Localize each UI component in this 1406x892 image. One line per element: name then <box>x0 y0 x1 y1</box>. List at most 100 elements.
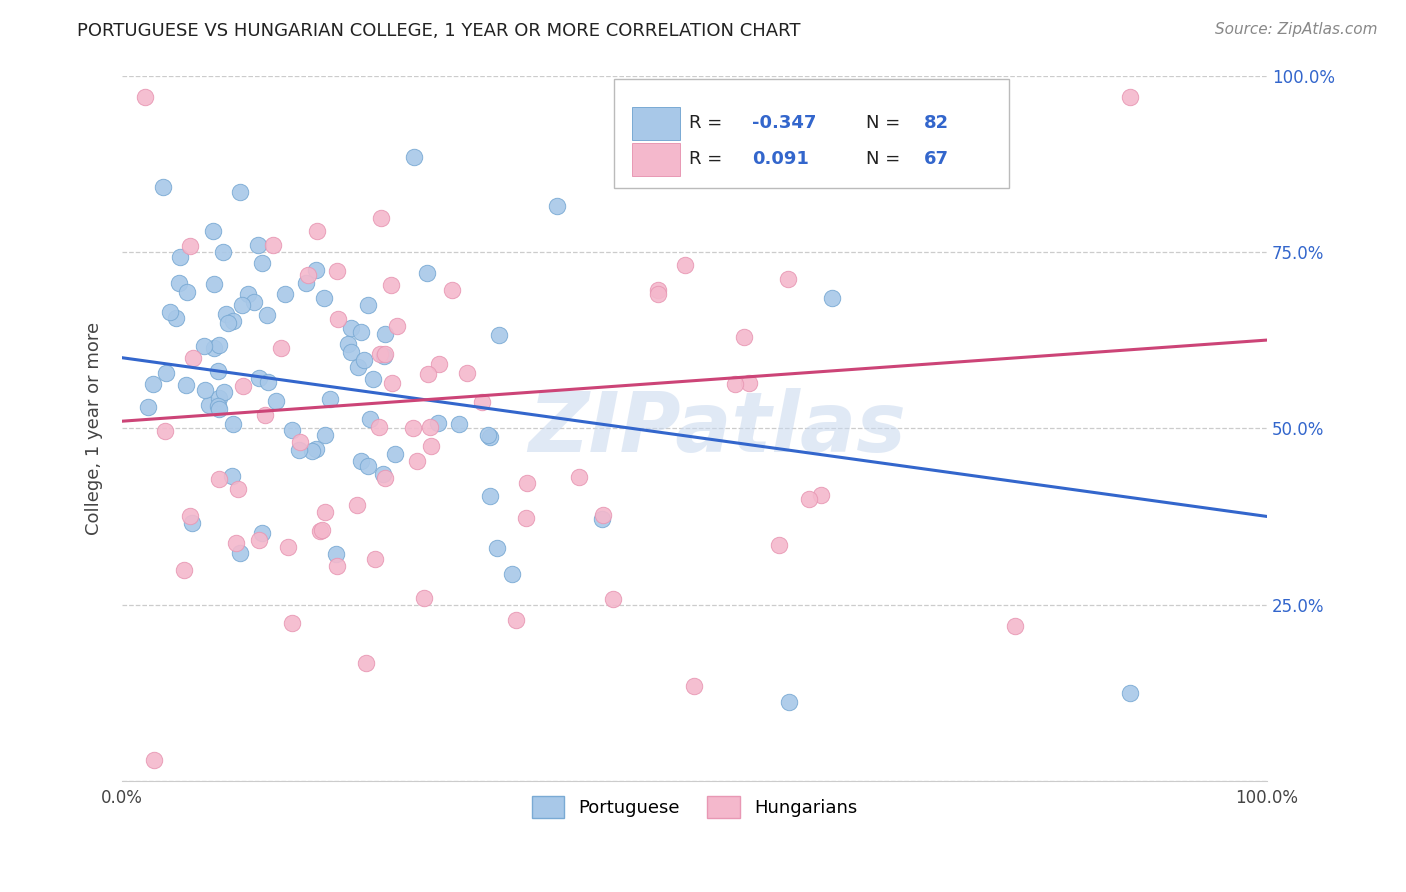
Point <box>277 540 299 554</box>
Point <box>288 442 311 457</box>
Point <box>173 563 195 577</box>
Point <box>256 308 278 322</box>
Point <box>208 473 231 487</box>
Point <box>281 615 304 630</box>
Point <box>349 325 371 339</box>
Point <box>295 276 318 290</box>
Point <box>413 591 436 606</box>
FancyBboxPatch shape <box>631 143 679 176</box>
Point <box>1118 89 1140 103</box>
Point <box>592 508 614 522</box>
Point <box>505 613 527 627</box>
Point <box>243 294 266 309</box>
Text: PORTUGUESE VS HUNGARIAN COLLEGE, 1 YEAR OR MORE CORRELATION CHART: PORTUGUESE VS HUNGARIAN COLLEGE, 1 YEAR … <box>77 22 801 40</box>
Legend: Portuguese, Hungarians: Portuguese, Hungarians <box>524 789 865 825</box>
Point <box>208 401 231 416</box>
Point <box>176 285 198 300</box>
Point <box>142 753 165 767</box>
Point <box>232 379 254 393</box>
Point <box>738 376 761 391</box>
Point <box>374 326 396 341</box>
Point <box>401 421 423 435</box>
Point <box>174 378 197 392</box>
Point <box>231 298 253 312</box>
Text: R =: R = <box>689 150 734 169</box>
Point <box>368 346 391 360</box>
Point <box>155 367 177 381</box>
Point <box>546 199 568 213</box>
Point <box>568 469 591 483</box>
Point <box>516 475 538 490</box>
Point <box>257 375 280 389</box>
Point <box>357 459 380 474</box>
Point <box>347 359 370 374</box>
Point <box>193 339 215 353</box>
Text: 0.091: 0.091 <box>752 150 808 169</box>
Point <box>159 304 181 318</box>
Point <box>357 298 380 312</box>
Text: N =: N = <box>866 114 907 133</box>
Point <box>810 488 832 502</box>
Point <box>305 224 328 238</box>
Point <box>419 420 441 434</box>
Point <box>202 342 225 356</box>
Point <box>247 533 270 547</box>
Point <box>683 679 706 693</box>
Point <box>264 393 287 408</box>
Point <box>222 314 245 328</box>
Text: N =: N = <box>866 150 907 169</box>
Point <box>305 442 328 456</box>
Point <box>181 516 204 531</box>
Point <box>602 592 624 607</box>
Point <box>179 508 201 523</box>
Point <box>238 286 260 301</box>
Point <box>214 385 236 400</box>
Point <box>305 262 328 277</box>
Point <box>515 510 537 524</box>
Point <box>368 420 391 434</box>
Point <box>314 505 336 519</box>
Point <box>381 376 404 391</box>
Point <box>208 391 231 405</box>
Point <box>380 278 402 293</box>
Point <box>821 291 844 305</box>
Point <box>456 367 478 381</box>
FancyBboxPatch shape <box>631 107 679 140</box>
Point <box>328 312 350 326</box>
Point <box>501 566 523 581</box>
Point <box>471 394 494 409</box>
Point <box>374 347 396 361</box>
Text: -0.347: -0.347 <box>752 114 815 133</box>
Point <box>314 291 336 305</box>
Point <box>225 536 247 550</box>
Point <box>229 185 252 199</box>
Point <box>309 524 332 539</box>
Point <box>202 277 225 292</box>
Point <box>273 287 295 301</box>
Point <box>281 423 304 437</box>
Text: 67: 67 <box>924 150 949 169</box>
Point <box>416 266 439 280</box>
Point <box>153 424 176 438</box>
Point <box>262 237 284 252</box>
Point <box>325 548 347 562</box>
Point <box>252 256 274 270</box>
Point <box>416 367 439 381</box>
Point <box>384 447 406 461</box>
Point <box>485 541 508 555</box>
Point <box>340 344 363 359</box>
Point <box>427 358 450 372</box>
Point <box>797 491 820 506</box>
Point <box>314 427 336 442</box>
Point <box>385 318 408 333</box>
Point <box>479 430 502 444</box>
Point <box>778 272 800 286</box>
Point <box>1118 686 1140 700</box>
Point <box>647 287 669 301</box>
Point <box>364 551 387 566</box>
Text: ZIPatlas: ZIPatlas <box>529 388 907 469</box>
Point <box>768 538 790 552</box>
Point <box>221 417 243 432</box>
Point <box>370 211 392 226</box>
Point <box>336 337 359 351</box>
